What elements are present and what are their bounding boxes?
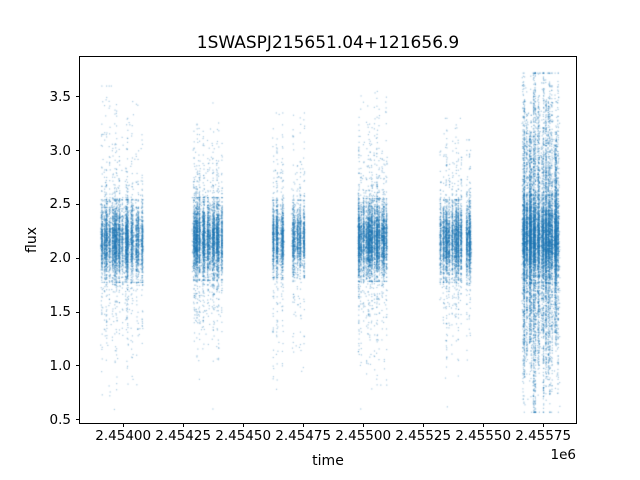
x-tick-mark: [422, 423, 424, 427]
scatter-canvas: [80, 57, 576, 423]
y-tick-mark: [76, 311, 80, 313]
y-tick-mark: [76, 203, 80, 205]
y-tick-mark: [76, 257, 80, 259]
x-tick-label: 2.45425: [155, 428, 212, 444]
y-tick-mark: [76, 419, 80, 421]
chart-title: 1SWASPJ215651.04+121656.9: [196, 33, 460, 53]
x-tick-mark: [122, 423, 124, 427]
y-tick-label: 1.5: [49, 304, 71, 321]
y-tick-label: 3.0: [49, 142, 71, 159]
y-tick-mark: [76, 365, 80, 367]
x-tick-mark: [482, 423, 484, 427]
y-tick-label: 0.5: [49, 411, 71, 428]
y-axis-label: flux: [24, 227, 40, 253]
x-tick-mark: [542, 423, 544, 427]
y-tick-mark: [76, 150, 80, 152]
x-axis-offset-label: 1e6: [550, 447, 576, 463]
x-tick-label: 2.45525: [395, 428, 452, 444]
x-axis-label: time: [312, 453, 344, 469]
x-tick-label: 2.45475: [275, 428, 332, 444]
x-tick-mark: [362, 423, 364, 427]
x-tick-label: 2.45550: [455, 428, 512, 444]
x-tick-mark: [182, 423, 184, 427]
x-tick-label: 2.45400: [95, 428, 152, 444]
x-tick-mark: [302, 423, 304, 427]
x-tick-mark: [242, 423, 244, 427]
y-tick-label: 2.0: [49, 250, 71, 267]
x-tick-label: 2.45575: [515, 428, 572, 444]
x-tick-label: 2.45500: [335, 428, 392, 444]
y-tick-label: 1.0: [49, 357, 71, 374]
x-tick-label: 2.45450: [215, 428, 272, 444]
y-tick-mark: [76, 96, 80, 98]
y-tick-label: 3.5: [49, 88, 71, 105]
y-tick-label: 2.5: [49, 196, 71, 213]
